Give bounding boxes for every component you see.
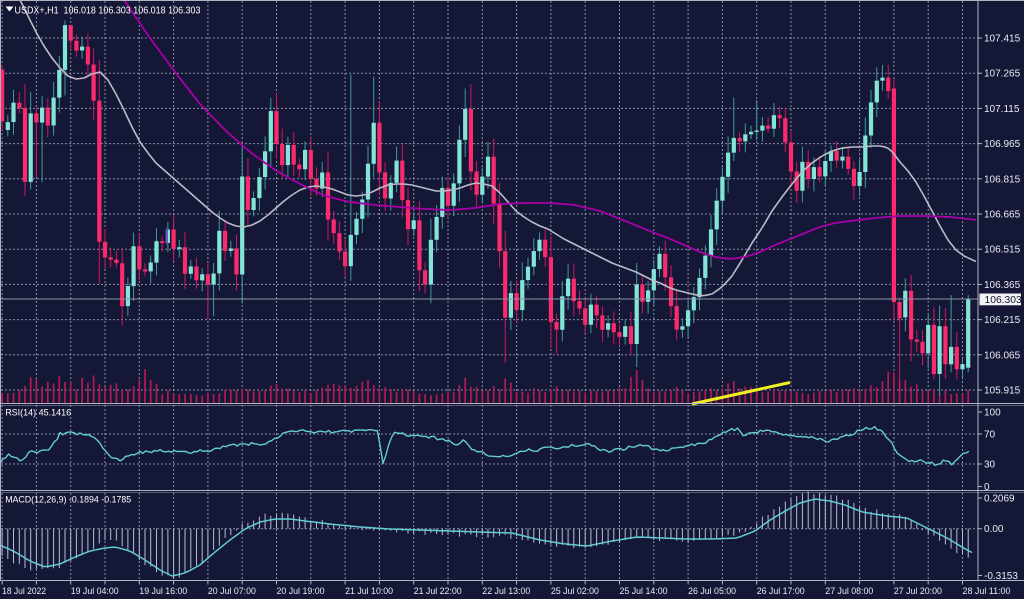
svg-text:26 Jul 17:00: 26 Jul 17:00 xyxy=(757,585,805,596)
svg-text:-0.3153: -0.3153 xyxy=(984,571,1018,582)
svg-text:106.515: 106.515 xyxy=(984,245,1021,256)
svg-text:21 Jul 10:00: 21 Jul 10:00 xyxy=(345,585,393,596)
svg-text:25 Jul 02:00: 25 Jul 02:00 xyxy=(551,585,599,596)
svg-text:21 Jul 22:00: 21 Jul 22:00 xyxy=(414,585,462,596)
svg-text:27 Jul 08:00: 27 Jul 08:00 xyxy=(825,585,873,596)
svg-text:107.265: 107.265 xyxy=(984,69,1021,80)
svg-text:70: 70 xyxy=(984,430,996,441)
svg-text:22 Jul 13:00: 22 Jul 13:00 xyxy=(482,585,530,596)
svg-text:19 Jul 04:00: 19 Jul 04:00 xyxy=(71,585,119,596)
svg-text:106.065: 106.065 xyxy=(984,350,1021,361)
svg-text:26 Jul 05:00: 26 Jul 05:00 xyxy=(688,585,736,596)
svg-text:0.00: 0.00 xyxy=(984,524,1004,535)
svg-text:20 Jul 19:00: 20 Jul 19:00 xyxy=(277,585,325,596)
svg-text:106.215: 106.215 xyxy=(984,315,1021,326)
svg-text:106.815: 106.815 xyxy=(984,174,1021,185)
svg-text:106.303: 106.303 xyxy=(985,295,1022,306)
svg-text:105.915: 105.915 xyxy=(984,386,1021,397)
svg-text:MACD(12,26,9) -0.1894 -0.1785: MACD(12,26,9) -0.1894 -0.1785 xyxy=(5,495,131,506)
svg-text:106.665: 106.665 xyxy=(984,210,1021,221)
svg-text:RSI(14) 45.1416: RSI(14) 45.1416 xyxy=(5,408,71,419)
svg-text:107.115: 107.115 xyxy=(984,104,1020,115)
svg-text:0.2069: 0.2069 xyxy=(984,494,1015,505)
svg-text:25 Jul 14:00: 25 Jul 14:00 xyxy=(620,585,668,596)
svg-text:107.415: 107.415 xyxy=(984,34,1021,45)
svg-text:20 Jul 07:00: 20 Jul 07:00 xyxy=(208,585,256,596)
svg-text:106.965: 106.965 xyxy=(984,139,1021,150)
svg-text:0: 0 xyxy=(984,482,990,493)
svg-text:27 Jul 20:00: 27 Jul 20:00 xyxy=(894,585,942,596)
svg-text:28 Jul 11:00: 28 Jul 11:00 xyxy=(963,585,1011,596)
svg-text:100: 100 xyxy=(984,408,1001,419)
svg-text:19 Jul 16:00: 19 Jul 16:00 xyxy=(139,585,187,596)
svg-text:106.365: 106.365 xyxy=(984,280,1021,291)
svg-text:USDX+,H1 106.018 106.303 106.: USDX+,H1 106.018 106.303 106.018 106.303 xyxy=(15,5,201,17)
svg-text:18 Jul 2022: 18 Jul 2022 xyxy=(2,585,46,596)
svg-text:30: 30 xyxy=(984,460,996,471)
